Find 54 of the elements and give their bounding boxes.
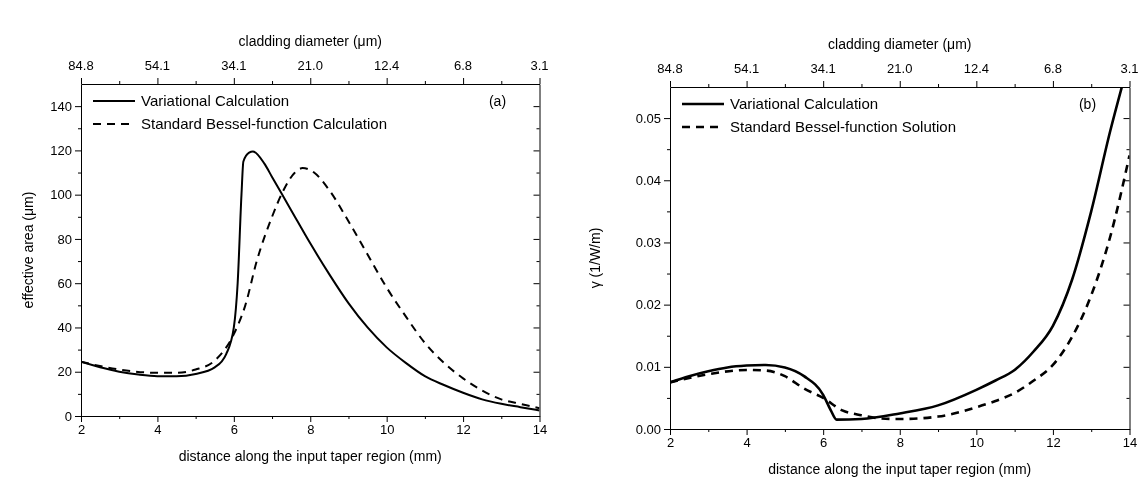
x-tick-label: 2: [666, 435, 674, 451]
text: 6.8: [1043, 61, 1062, 76]
y-tick-label: 0.02: [635, 297, 661, 313]
text: 3.1: [530, 58, 549, 73]
y-tick-label: 20: [57, 364, 72, 380]
y-tick-label: 80: [57, 231, 72, 247]
y-tick-label: 0.05: [635, 110, 661, 126]
x-tick-label: 12: [456, 422, 471, 438]
x-tick-label: 4: [154, 422, 162, 438]
y-axis-title: γ (1/W/m): [586, 227, 603, 289]
y-tick-label: 60: [57, 275, 72, 291]
x-tick-label: 14: [532, 422, 548, 438]
legend-label: Standard Bessel-function Solution: [729, 118, 956, 135]
text: 84.8: [68, 58, 94, 73]
x-axis-title: distance along the input taper region (mm): [178, 448, 442, 464]
y-tick-label: 40: [57, 320, 72, 336]
text: 84.8: [656, 61, 683, 76]
y-tick-label: 120: [50, 143, 72, 159]
legend-label: Variational Calculation: [729, 95, 878, 112]
x2-axis-title: cladding diameter (μm): [827, 36, 971, 52]
x-tick-label: 12: [1045, 435, 1061, 451]
text: 54.1: [733, 61, 759, 76]
annotation: (b): [1078, 96, 1096, 112]
text: 34.1: [221, 58, 247, 73]
legend-label: Standard Bessel-function Calculation: [141, 115, 387, 132]
y-tick-label: 100: [50, 187, 72, 203]
x-tick-label: 10: [379, 422, 395, 438]
x-tick-label: 14: [1122, 435, 1137, 451]
x-tick-label: 10: [969, 435, 984, 451]
y-tick-label: 0.00: [635, 421, 661, 437]
text: 34.1: [810, 61, 836, 76]
text: 21.0: [886, 61, 912, 76]
y-tick-label: 140: [50, 98, 72, 114]
text: 12.4: [963, 61, 989, 76]
x-tick-label: 6: [230, 422, 238, 438]
x-tick-label: 2: [77, 422, 86, 438]
x2-axis-title: cladding diameter (μm): [238, 33, 382, 49]
x-tick-label: 4: [742, 435, 751, 451]
x-tick-label: 8: [307, 422, 315, 438]
legend-label: Variational Calculation: [141, 92, 290, 109]
text: 6.8: [454, 58, 473, 73]
x-tick-label: 8: [896, 435, 904, 451]
annotation: (a): [488, 93, 507, 109]
y-tick-label: 0.04: [635, 172, 661, 188]
text: 21.0: [297, 58, 323, 73]
y-axis-title: effective area (μm): [20, 191, 36, 309]
y-tick-label: 0.03: [635, 235, 661, 251]
text: 54.1: [144, 58, 171, 73]
text: 3.1: [1119, 61, 1139, 76]
text: 12.4: [374, 58, 400, 73]
x-tick-label: 6: [819, 435, 827, 451]
y-tick-label: 0: [64, 408, 72, 424]
y-tick-label: 0.01: [635, 359, 661, 375]
x-axis-title: distance along the input taper region (mm): [767, 461, 1031, 477]
